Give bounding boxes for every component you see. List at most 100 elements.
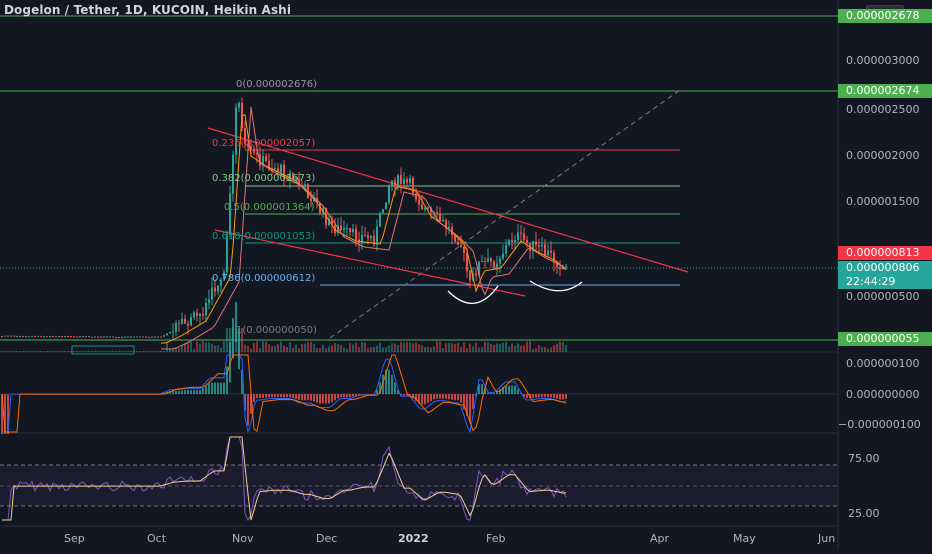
volume-bar	[130, 351, 132, 352]
volume-bar	[433, 346, 435, 352]
macd-bar	[556, 394, 558, 399]
macd-bar	[298, 394, 300, 400]
macd-bar	[340, 394, 342, 397]
pattern-arc-right[interactable]	[530, 281, 582, 291]
macd-bar	[280, 394, 282, 397]
candle-body	[85, 336, 87, 337]
candle-body	[76, 337, 78, 338]
volume-bar	[268, 344, 270, 352]
volume-bar	[217, 345, 219, 352]
candle-body	[517, 233, 519, 240]
macd-bar	[562, 394, 564, 399]
macd-bar	[394, 383, 396, 394]
candle-body	[550, 251, 552, 253]
candle-body	[346, 228, 348, 229]
volume-bar	[205, 343, 207, 352]
candle-body	[217, 286, 219, 292]
candle-body	[205, 303, 207, 315]
candle-body	[469, 271, 471, 280]
candle-body	[88, 336, 90, 337]
candle-body	[145, 336, 147, 337]
volume-bar	[379, 343, 381, 352]
macd-bar	[424, 394, 426, 405]
candle-body	[175, 323, 177, 331]
volume-bar	[100, 351, 102, 352]
volume-bar	[490, 344, 492, 352]
candle-body	[487, 258, 489, 261]
price-tag-last: 0.000000806	[838, 261, 932, 275]
candle-body	[43, 336, 45, 337]
candle-body	[340, 226, 342, 230]
candle-body	[139, 336, 141, 337]
volume-bar	[322, 345, 324, 352]
macd-bar	[268, 394, 270, 397]
volume-bar	[472, 347, 474, 352]
fib-label: 0.236(0.000002057)	[212, 138, 315, 149]
volume-bar	[358, 347, 360, 352]
macd-bar	[187, 390, 189, 394]
volume-bar	[25, 351, 27, 352]
volume-bar	[7, 351, 9, 352]
volume-bar	[151, 351, 153, 352]
macd-bar	[346, 394, 348, 397]
candle-body	[28, 336, 30, 337]
candle-body	[40, 336, 42, 337]
volume-bar	[1, 351, 3, 352]
macd-bar	[448, 394, 450, 399]
candle-body	[46, 336, 48, 337]
volume-bar	[547, 349, 549, 352]
macd-bar	[271, 394, 273, 397]
macd-bar	[295, 394, 297, 399]
volume-bar	[403, 343, 405, 352]
volume-bar	[166, 342, 168, 352]
candle-body	[526, 240, 528, 243]
macd-bar	[283, 394, 285, 397]
candle-body	[370, 236, 372, 239]
volume-bar	[319, 348, 321, 352]
volume-bar	[454, 344, 456, 352]
macd-bar	[442, 394, 444, 399]
volume-bar	[430, 348, 432, 352]
candle-body	[499, 258, 501, 263]
macd-bar	[349, 394, 351, 397]
volume-bar	[22, 351, 24, 352]
volume-bar	[19, 351, 21, 352]
candle-body	[343, 228, 345, 230]
candle-body	[421, 205, 423, 209]
volume-bar	[511, 343, 513, 352]
volume-bar	[292, 348, 294, 352]
volume-bar	[394, 344, 396, 352]
candle-body	[7, 336, 9, 337]
volume-bar	[202, 341, 204, 352]
volume-bar	[28, 351, 30, 352]
volume-bar	[415, 343, 417, 352]
candle-body	[493, 262, 495, 268]
macd-bar	[256, 394, 258, 398]
volume-bar	[214, 345, 216, 352]
macd-bar	[535, 394, 537, 398]
volume-bar	[448, 343, 450, 352]
macd-bar	[205, 386, 207, 394]
volume-bar	[343, 347, 345, 352]
macd-bar	[508, 385, 510, 394]
macd-bar	[472, 394, 474, 409]
candle-body	[157, 337, 159, 338]
macd-bar	[202, 388, 204, 394]
volume-bar	[373, 347, 375, 352]
candle-body	[214, 287, 216, 291]
macd-tick: 0.000000100	[846, 357, 919, 370]
macd-bar	[172, 391, 174, 394]
volume-bar	[496, 343, 498, 352]
volume-bar	[91, 351, 93, 352]
macd-bar	[322, 394, 324, 403]
volume-bar	[16, 351, 18, 352]
price-tick: 0.000001500	[846, 195, 919, 208]
candle-body	[511, 240, 513, 242]
volume-bar	[223, 341, 225, 352]
time-tick: Feb	[486, 532, 505, 545]
macd-bar	[328, 394, 330, 403]
candle-body	[352, 229, 354, 232]
candle-body	[349, 228, 351, 232]
